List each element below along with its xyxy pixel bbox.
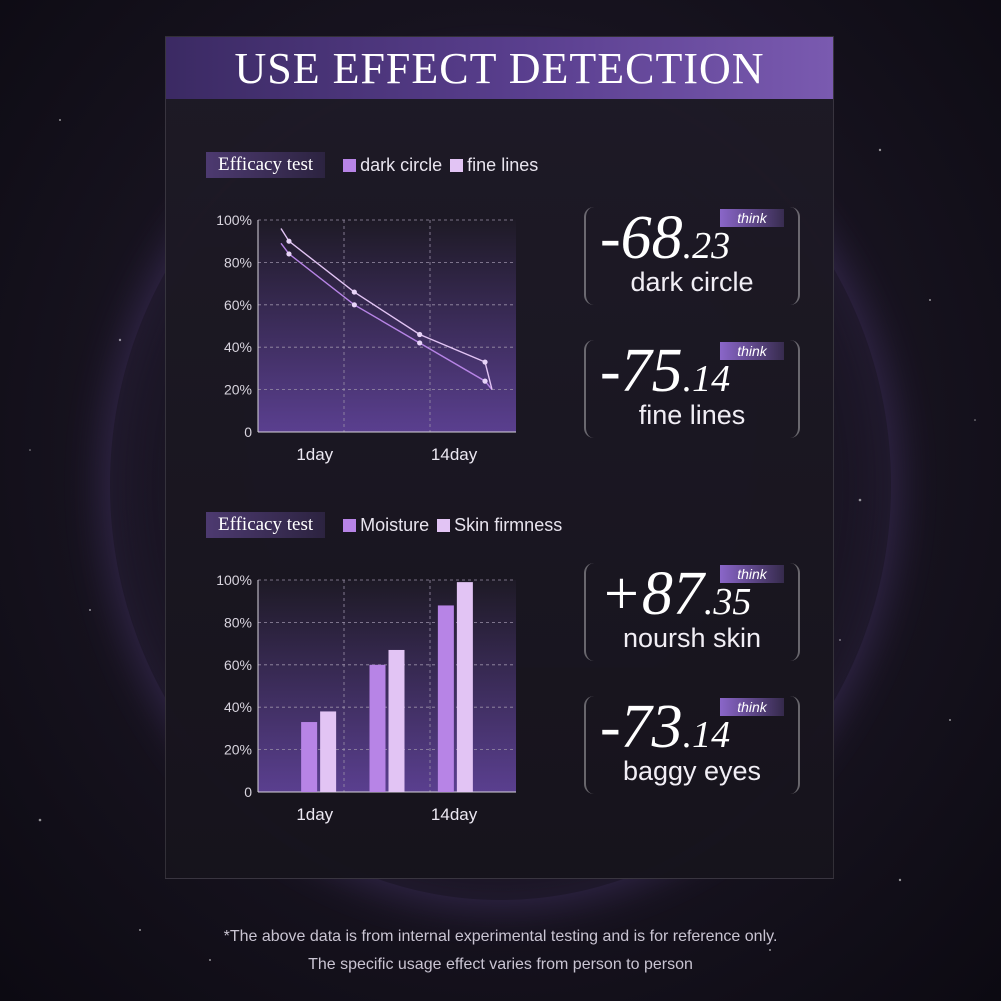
y-tick-label: 40%: [224, 339, 252, 355]
think-badge: think: [720, 698, 784, 716]
bar-skin-firmness: [456, 582, 473, 792]
stat-baggy-eyes: -73.14 think baggy eyes: [584, 696, 800, 794]
bar-chart-legend-title: Efficacy test: [206, 512, 326, 538]
legend-label-skin-firmness: Skin firmness: [454, 514, 563, 535]
legend-swatch-moisture: [343, 518, 357, 532]
bar-moisture: [437, 605, 454, 792]
page-title: USE EFFECT DETECTION: [234, 43, 765, 93]
bar-skin-firmness: [388, 649, 405, 792]
title-bar: USE EFFECT DETECTION: [166, 37, 833, 99]
legend-swatch-fine-lines: [450, 158, 464, 172]
stat-label-nourish-skin: noursh skin: [622, 623, 762, 653]
data-point-dark-circle: [482, 378, 488, 384]
data-point-fine-lines: [351, 289, 357, 295]
bar-skin-firmness: [320, 711, 337, 792]
legend-label-dark-circle: dark circle: [360, 154, 443, 175]
legend-item-moisture: Moisture: [343, 515, 429, 536]
legend-item-dark-circle: dark circle: [343, 155, 442, 176]
bar-moisture: [369, 664, 386, 792]
legend-swatch-dark-circle: [343, 158, 357, 172]
y-tick-label: 20%: [224, 382, 252, 398]
y-tick-label: 100%: [216, 572, 252, 588]
plot-area: [258, 220, 516, 432]
legend-label-moisture: Moisture: [360, 514, 430, 535]
stat-value-fine-lines: -75.14: [600, 337, 731, 405]
data-point-fine-lines: [286, 238, 292, 244]
footnote-line-2: The specific usage effect varies from pe…: [308, 956, 693, 973]
x-tick-label: 14day: [431, 805, 478, 824]
x-tick-label: 1day: [296, 805, 333, 824]
stat-label-dark-circle: dark circle: [630, 267, 754, 297]
stat-value-dark-circle: -68.23: [600, 204, 731, 272]
stat-label-fine-lines: fine lines: [638, 400, 746, 430]
bar-moisture: [301, 722, 318, 792]
legend-item-skin-firmness: Skin firmness: [437, 515, 562, 536]
y-tick-label: 100%: [216, 212, 252, 228]
legend-item-fine-lines: fine lines: [450, 155, 538, 176]
data-point-fine-lines: [417, 331, 423, 338]
stat-value-nourish-skin: +87.35: [600, 560, 752, 628]
stat-value-baggy-eyes: -73.14: [600, 693, 731, 761]
think-badge: think: [720, 565, 784, 583]
main-panel: USE EFFECT DETECTION Efficacy test dark …: [165, 36, 834, 879]
legend-label-fine-lines: fine lines: [467, 154, 539, 175]
y-tick-label: 80%: [224, 614, 252, 630]
line-chart-legend-title: Efficacy test: [206, 152, 326, 178]
line-chart-legend: Efficacy test dark circle fine lines: [206, 151, 546, 179]
think-badge: think: [720, 209, 784, 227]
plot-area: [258, 580, 516, 792]
bar-chart: 100% 80% 60% 40% 20% 0 1day 14day: [216, 572, 516, 824]
footnote-line-1: *The above data is from internal experim…: [223, 928, 778, 945]
think-badge: think: [720, 342, 784, 360]
legend-swatch-skin-firmness: [437, 518, 451, 532]
data-point-fine-lines: [482, 359, 488, 365]
data-point-dark-circle: [351, 302, 357, 308]
line-chart: 100% 80% 60% 40% 20% 0 1day 14day: [216, 212, 516, 464]
y-tick-label: 80%: [224, 254, 252, 270]
x-tick-label: 14day: [431, 445, 478, 464]
data-point-dark-circle: [417, 340, 423, 346]
stat-nourish-skin: +87.35 think noursh skin: [584, 563, 800, 661]
data-point-dark-circle: [286, 251, 292, 257]
stat-label-baggy-eyes: baggy eyes: [622, 756, 762, 786]
stat-dark-circle: -68.23 think dark circle: [584, 207, 800, 305]
y-tick-label: 60%: [224, 657, 252, 673]
y-tick-label: 60%: [224, 297, 252, 313]
bar-chart-legend: Efficacy test Moisture Skin firmness: [206, 511, 570, 539]
y-tick-label: 40%: [224, 699, 252, 715]
stat-fine-lines: -75.14 think fine lines: [584, 340, 800, 438]
y-tick-label: 0: [244, 424, 252, 440]
x-tick-label: 1day: [296, 445, 333, 464]
y-tick-label: 20%: [224, 742, 252, 758]
y-tick-label: 0: [244, 784, 252, 800]
